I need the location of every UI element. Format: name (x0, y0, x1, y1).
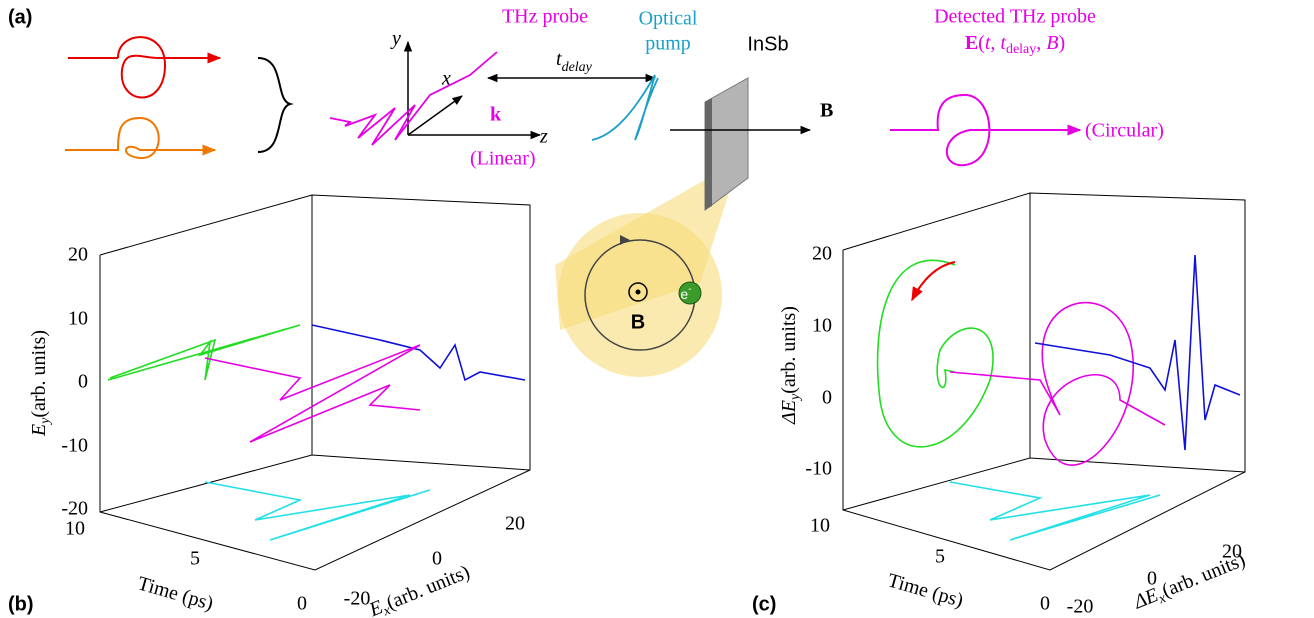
electron-label: e- (680, 284, 691, 302)
time-axis-title: Time (ps) (885, 569, 966, 612)
formula-part: , (990, 32, 1000, 54)
time-tick-label: 0 (297, 593, 307, 615)
x-tick-label: 20 (1222, 541, 1242, 563)
x-tick-label: -20 (1067, 596, 1094, 618)
pump-pulse (591, 74, 659, 141)
green-trace (876, 259, 994, 448)
y-tick-label: -20 (61, 498, 88, 520)
time-tick-label: 5 (190, 548, 200, 570)
field-label: B (820, 100, 833, 122)
x-arrow (407, 95, 463, 136)
sample-label: InSb (747, 33, 788, 55)
brace (257, 57, 294, 153)
subscript: delay (562, 60, 593, 75)
y-tick-label: -10 (805, 458, 832, 480)
magenta-trace (204, 344, 421, 443)
panel-label: (a) (8, 6, 32, 28)
magenta-trace (949, 301, 1166, 466)
zoom-disc (558, 213, 722, 377)
x-tick-label: 0 (1147, 568, 1157, 590)
axes-box (842, 192, 1246, 571)
symbol: E (28, 424, 50, 437)
blue-trace (311, 324, 526, 382)
time-axis-title: Time (ps) (135, 572, 216, 615)
rotation-arrow (911, 261, 956, 302)
time-tick-label: 10 (810, 515, 830, 537)
x-tick-label: 20 (505, 513, 525, 535)
axis-label: x (441, 68, 451, 90)
time-tick-label: 0 (1040, 593, 1050, 615)
detected-formula: E(t, tdelay, B) (965, 32, 1065, 58)
time-tick-label: 5 (935, 546, 945, 568)
red-pulse (68, 36, 220, 99)
cyan-trace (204, 481, 431, 541)
y-tick-label: 10 (68, 308, 88, 330)
electron (678, 281, 702, 305)
y-tick-label: 10 (812, 315, 832, 337)
y-axis-title: Ey(arb. units) (28, 330, 54, 437)
delay-label: tdelay (556, 48, 593, 76)
y-tick-label: 20 (68, 244, 88, 266)
unit: (arb. units) (1159, 548, 1249, 601)
formula-part: E (965, 32, 978, 54)
field-dot (635, 289, 641, 295)
y-axis-title: ΔEy(arb. units) (778, 306, 804, 425)
orange-pulse (65, 116, 217, 160)
subscript: y (788, 393, 803, 402)
y-tick-label: -10 (61, 435, 88, 457)
y-tick-label: 0 (822, 387, 832, 409)
orbit-field-label: B (631, 311, 645, 333)
formula-part: t (985, 32, 991, 54)
green-trace (107, 324, 301, 381)
circular-pulse (890, 93, 1082, 167)
polarization: (Linear) (470, 148, 536, 170)
thz-probe-wave (329, 51, 498, 146)
axes-box (99, 194, 531, 571)
subscript: y (38, 417, 53, 426)
y-tick-label: 0 (78, 371, 88, 393)
axis-label: y (390, 28, 401, 50)
y-tick-label: 20 (812, 243, 832, 265)
detected-title: Detected THz probe (934, 6, 1096, 28)
formula-part: , (1036, 32, 1046, 54)
superscript: - (688, 284, 691, 295)
panel-label: (b) (8, 593, 34, 615)
symbol: ΔE (778, 400, 800, 425)
formula-part: delay (1006, 42, 1036, 57)
wavevector: k (490, 104, 502, 126)
unit: (arb. units) (778, 306, 800, 394)
pump-title: Optical (639, 8, 698, 30)
symbol: e (680, 286, 688, 302)
polarization: (Circular) (1085, 120, 1164, 142)
formula-part: ( (978, 32, 985, 54)
unit: (arb. units) (383, 561, 473, 614)
x-tick-label: 0 (432, 548, 442, 570)
x-axis-title: Ex(arb. units) (365, 561, 474, 618)
symbol: t (556, 48, 562, 70)
blue-trace (1034, 254, 1241, 451)
formula-part: ) (1059, 32, 1066, 54)
formula-part: t (1000, 32, 1006, 54)
probe-title: THz probe (502, 6, 588, 28)
panel-label: (c) (752, 593, 776, 615)
unit: (arb. units) (28, 330, 50, 418)
field-out-symbol (628, 282, 648, 302)
orbit-arrow (620, 235, 630, 245)
plate-edge (705, 98, 712, 210)
x-tick-label: -20 (344, 588, 371, 610)
axis-label: z (539, 126, 548, 148)
pump-title: pump (645, 33, 691, 55)
time-tick-label: 10 (65, 518, 85, 540)
cyan-trace (949, 481, 1161, 541)
formula-part: B (1046, 32, 1058, 54)
